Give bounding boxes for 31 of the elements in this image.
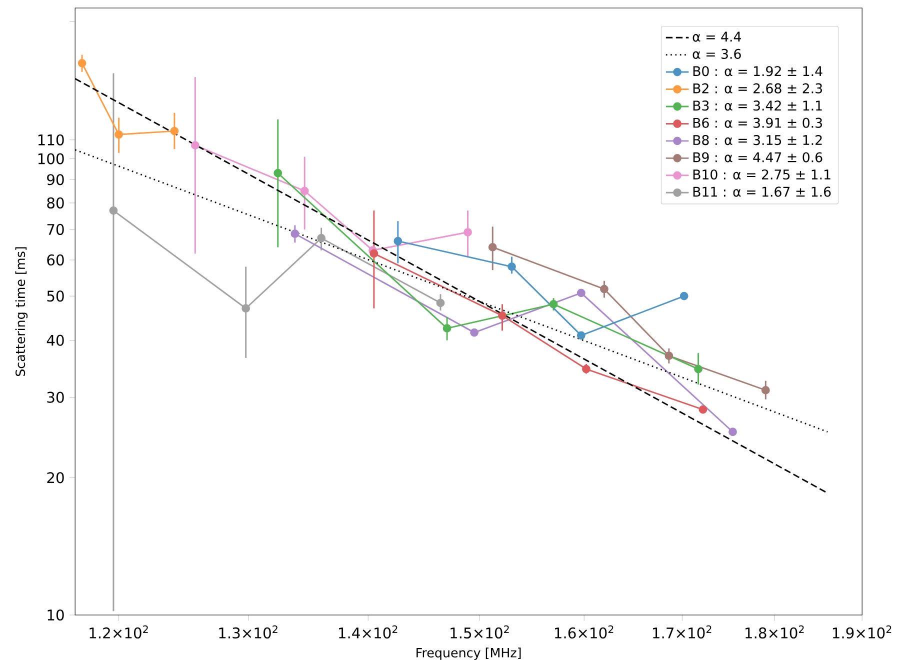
x-tick-label: 1.9×10$^{2}$ (832, 625, 892, 639)
x-tick-label: 1.5×10$^{2}$ (450, 625, 509, 639)
legend-label: α = 4.4 (692, 32, 741, 42)
x-tick-label: 1.3×10$^{2}$ (219, 625, 278, 639)
legend-label: B2 : α = 2.68 ± 2.3 (693, 83, 822, 94)
y-axis-title: Scattering time [ms] (15, 247, 28, 376)
y-tick-label: 110 (38, 134, 64, 146)
legend-label: B11 : α = 1.67 ± 1.6 (693, 186, 831, 197)
legend-label: B9 : α = 4.47 ± 0.6 (693, 152, 822, 162)
y-tick-label: 40 (46, 334, 64, 346)
legend-label: α = 3.6 (692, 48, 741, 59)
y-tick-label: 10 (48, 609, 64, 621)
y-tick-label: 60 (47, 254, 64, 266)
x-axis-title: Frequency [MHz] (416, 648, 521, 660)
legend-label: B10 : α = 2.75 ± 1.1 (693, 169, 830, 180)
legend-label: B3 : α = 3.42 ± 1.1 (693, 100, 822, 111)
legend-label: B0 : α = 1.92 ± 1.4 (693, 66, 822, 76)
legend-label: B6 : α = 3.91 ± 0.3 (693, 118, 822, 128)
y-tick-label: 70 (47, 224, 64, 235)
legend-label: B8 : α = 3.15 ± 1.2 (693, 134, 822, 146)
y-tick-label: 100 (38, 153, 64, 164)
y-tick-label: 50 (47, 290, 64, 302)
y-tick-label: 80 (47, 197, 64, 209)
y-tick-label: 30 (47, 392, 64, 403)
y-tick-label: 20 (47, 472, 64, 484)
x-tick-label: 1.6×10$^{2}$ (554, 625, 614, 639)
x-tick-label: 1.8×10$^{2}$ (746, 625, 804, 639)
x-tick-label: 1.2×10$^{2}$ (90, 625, 148, 639)
x-tick-label: 1.7×10$^{2}$ (653, 625, 712, 639)
y-tick-label: 90 (47, 174, 64, 186)
x-tick-label: 1.4×10$^{2}$ (339, 625, 398, 639)
